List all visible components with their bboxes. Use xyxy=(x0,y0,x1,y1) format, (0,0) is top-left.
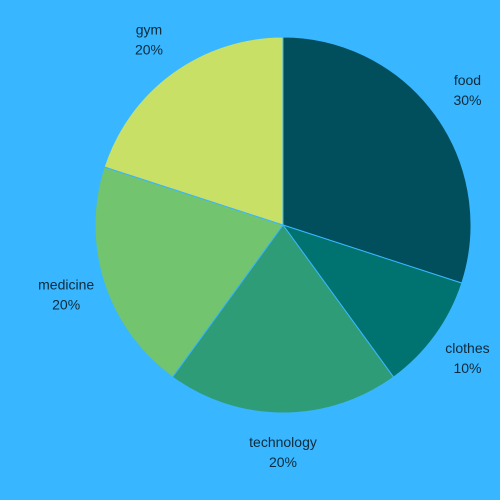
pie-slice-gym xyxy=(103,36,284,226)
pie-slice-medicine xyxy=(94,166,284,378)
slice-value-gym: 20% xyxy=(135,42,163,58)
slice-value-technology: 20% xyxy=(269,454,297,470)
slice-value-medicine: 20% xyxy=(52,296,80,312)
pie-slice-food xyxy=(282,36,472,284)
slices-group xyxy=(94,36,472,414)
slice-label-technology: technology xyxy=(249,434,317,450)
pie-slice-technology xyxy=(171,224,395,414)
pie-slice-clothes xyxy=(281,224,463,378)
slice-label-gym: gym xyxy=(136,22,162,38)
slice-value-food: 30% xyxy=(453,92,481,108)
slice-value-clothes: 10% xyxy=(453,360,481,376)
slice-label-clothes: clothes xyxy=(445,340,489,356)
labels-group: food 30% clothes 10% technology 20% medicine 20… xyxy=(38,22,489,470)
slice-label-medicine: medicine xyxy=(38,276,94,292)
slice-label-food: food xyxy=(454,72,481,88)
